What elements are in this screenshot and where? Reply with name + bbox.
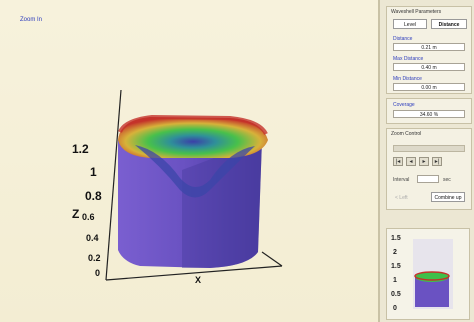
zoom-slider[interactable]	[393, 145, 465, 152]
distance-tab-button[interactable]: Distance	[431, 19, 467, 29]
zoom-next-button[interactable]: ▸	[419, 157, 429, 166]
min-distance-value: 0.00 m	[393, 83, 465, 91]
thumb-tick-label: 0.5	[391, 291, 401, 298]
z-tick-label: 0.8	[85, 189, 102, 203]
z-axis-line	[105, 89, 122, 281]
z-tick-label: 0.6	[82, 212, 95, 222]
distance-value: 0.21 m	[393, 43, 465, 51]
zoom-control-group: Zoom Control |◂ ◂ ▸ ▸| Interval sec < Le…	[386, 128, 472, 210]
3d-viewport[interactable]: Zoom In	[0, 0, 378, 322]
surface-rim-red	[118, 114, 268, 136]
surface-top-rim	[118, 117, 268, 158]
distance-label: Distance	[393, 36, 413, 42]
z-tick-label: 1.2	[72, 142, 89, 156]
zoom-prev-button[interactable]: ◂	[406, 157, 416, 166]
thumb-tick-label: 0	[393, 305, 397, 312]
max-distance-label: Max Distance	[393, 56, 424, 62]
combine-up-button[interactable]: Combine up	[431, 192, 465, 202]
z-axis-label: Z	[72, 207, 80, 221]
thumb-tick-label: 1	[393, 277, 397, 284]
coverage-value: 34.60 %	[393, 110, 465, 118]
y-axis-line	[261, 251, 283, 267]
thumbnail-surface	[413, 239, 453, 309]
thumbnail-preview[interactable]: 1.5 2 1.5 1 0.5 0	[386, 228, 470, 320]
interval-label: Interval	[393, 177, 410, 183]
z-tick-label: 1	[90, 165, 97, 179]
z-tick-label: 0.4	[86, 233, 99, 243]
level-tab-button[interactable]: Level	[393, 19, 427, 29]
interval-unit: sec	[443, 177, 451, 183]
params-title: Waveshell Parameters	[391, 9, 442, 15]
interval-input[interactable]	[417, 175, 439, 183]
zoom-control-title: Zoom Control	[391, 131, 422, 137]
waveshell-parameters-group: Waveshell Parameters Level Distance Dist…	[386, 6, 472, 94]
z-tick-label: 0	[95, 268, 101, 278]
coverage-label: Coverage	[393, 102, 415, 108]
3d-surface-plot[interactable]	[0, 0, 378, 322]
coverage-group: Coverage 34.60 %	[386, 98, 472, 124]
zoom-in-link[interactable]: Zoom In	[20, 17, 43, 23]
left-button[interactable]: < Left	[395, 195, 408, 201]
z-tick-label: 0.2	[88, 253, 101, 263]
thumb-tick-label: 1.5	[391, 263, 401, 270]
zoom-last-button[interactable]: ▸|	[432, 157, 442, 166]
zoom-first-button[interactable]: |◂	[393, 157, 403, 166]
min-distance-label: Min Distance	[393, 76, 422, 82]
x-axis-label: X	[195, 275, 202, 285]
x-axis-line	[105, 265, 283, 281]
right-control-panel: Waveshell Parameters Level Distance Dist…	[378, 0, 474, 322]
thumb-tick-label: 2	[393, 249, 397, 256]
surface-bowl	[135, 145, 255, 198]
thumb-tick-label: 1.5	[391, 235, 401, 242]
max-distance-value: 0.40 m	[393, 63, 465, 71]
surface-body-shadow	[182, 140, 262, 268]
thumbnail-rim	[414, 271, 450, 281]
